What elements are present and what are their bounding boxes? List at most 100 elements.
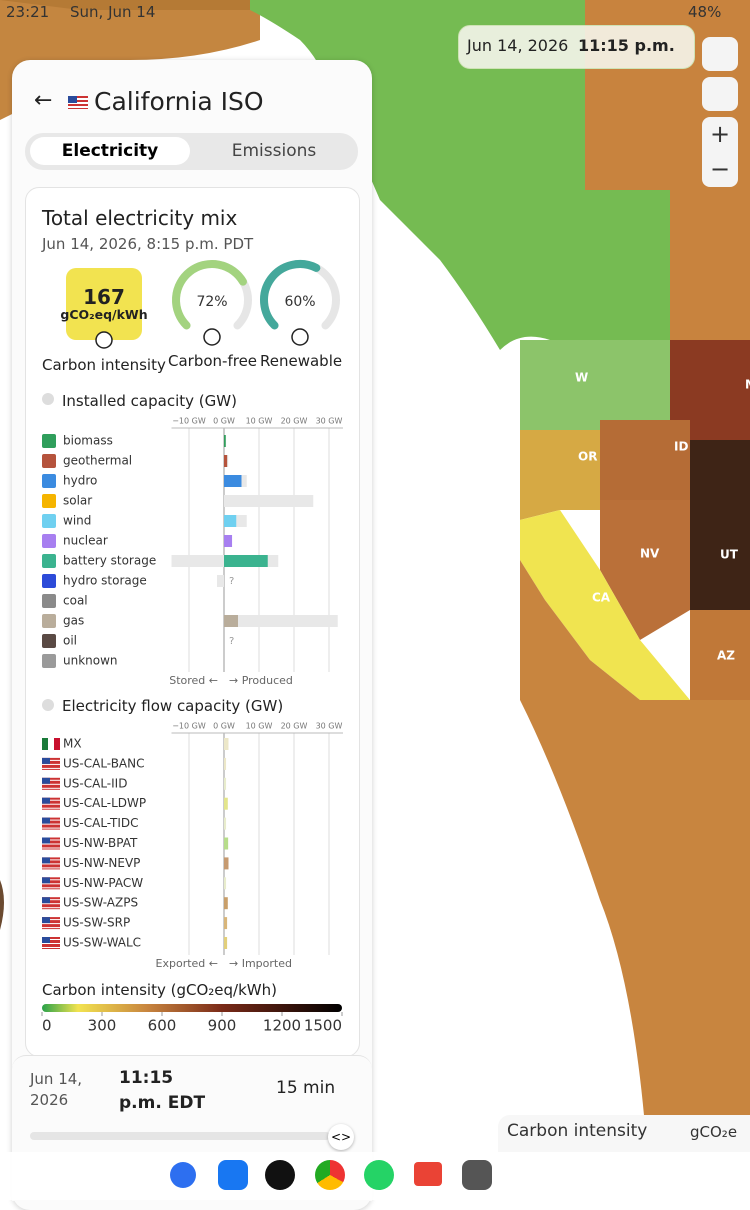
app-icon[interactable] (265, 1160, 295, 1190)
zone-name: US-CAL-LDWP (63, 796, 146, 810)
flag-stripe (42, 863, 60, 865)
source-icon (42, 614, 56, 628)
map-region-label: ID (674, 440, 688, 454)
flag-canton (42, 917, 50, 924)
gauge-fill (172, 260, 247, 330)
flow-bar (224, 837, 229, 850)
zone-name: US-SW-AZPS (63, 896, 138, 910)
timeline-date: Jun 14, 2026 (30, 1070, 83, 1109)
gauge-value: 60% (284, 294, 315, 310)
source-name: geothermal (63, 454, 132, 468)
flow-bar (224, 917, 228, 930)
flag-canton (42, 877, 50, 884)
legend-tick-label: 600 (148, 1017, 177, 1035)
flows-title: Electricity flow capacity (GW) (62, 697, 284, 715)
axis-left-label: Stored ← (169, 674, 218, 687)
source-icon (42, 554, 56, 568)
source-icon (42, 634, 56, 648)
panel-title: California ISO (94, 87, 264, 116)
flag-stripe (42, 803, 60, 805)
flag-canton (42, 837, 50, 844)
legend-title: Carbon intensity (gCO₂eq/kWh) (42, 981, 277, 999)
app-icon[interactable] (364, 1160, 394, 1190)
info-icon (203, 328, 221, 346)
timeline-slider[interactable] (30, 1132, 330, 1140)
production-bar (224, 515, 237, 527)
flag-stripe (42, 927, 60, 929)
flag-canton (42, 857, 50, 864)
capacity-bar (224, 495, 314, 507)
app-icon[interactable] (462, 1160, 492, 1190)
interval-select[interactable]: 15 min (276, 1078, 336, 1098)
status-time: 23:21 (6, 3, 50, 21)
flag (48, 738, 54, 750)
map-region-label: M (745, 378, 750, 392)
x-tick-label: 30 GW (316, 417, 343, 426)
app-icon[interactable] (414, 1162, 442, 1186)
card-subtitle: Jun 14, 2026, 8:15 p.m. PDT (42, 235, 254, 253)
flag-stripe (42, 919, 60, 921)
status-date: Sun, Jun 14 (70, 3, 156, 21)
production-bar (224, 555, 268, 567)
layers-button[interactable] (702, 77, 738, 111)
tab[interactable]: Electricity (61, 141, 159, 161)
capacity-bar (217, 575, 224, 587)
flag-stripe (42, 903, 60, 905)
tab[interactable]: Emissions (231, 141, 317, 161)
x-tick-label: 20 GW (281, 722, 308, 731)
flag-canton (42, 937, 50, 943)
flag-stripe (42, 783, 60, 785)
zone-name: US-SW-SRP (63, 916, 130, 930)
carbon-free-label: Carbon-free (168, 352, 258, 370)
flow-bar (224, 757, 227, 770)
axis-right-label: → Imported (229, 957, 292, 970)
installed-title: Installed capacity (GW) (62, 392, 237, 410)
app-icon[interactable] (315, 1160, 345, 1190)
flag-stripe (42, 799, 60, 801)
flag-canton (42, 817, 50, 824)
x-tick-label: 0 GW (213, 722, 235, 731)
source-icon (42, 434, 56, 448)
slider-thumb[interactable]: <> (328, 1124, 354, 1150)
app-icon[interactable] (218, 1160, 248, 1190)
back-button[interactable]: ← (34, 88, 53, 113)
flag-stripe (42, 947, 60, 948)
map-datetime-pill[interactable] (458, 25, 695, 69)
source-name: wind (63, 514, 91, 528)
flag-stripe (42, 899, 60, 901)
toggle-dot (42, 699, 54, 711)
map-legend-title: Carbon intensity (507, 1121, 648, 1141)
flag-stripe (42, 943, 60, 944)
production-bar (224, 535, 233, 547)
map-region-label: UT (720, 548, 739, 562)
source-name: hydro storage (63, 574, 147, 588)
flow-bar (224, 738, 229, 750)
app-icon[interactable] (170, 1162, 196, 1188)
zone-name: US-CAL-TIDC (63, 816, 139, 830)
card-title: Total electricity mix (42, 206, 238, 230)
flag-stripe (42, 847, 60, 849)
source-name: nuclear (63, 534, 108, 548)
source-icon (42, 534, 56, 548)
map-region-label: NV (640, 547, 660, 561)
flag-stripe (42, 939, 60, 940)
legend-tick-label: 900 (208, 1017, 237, 1035)
color-scale (42, 1004, 342, 1012)
source-icon (42, 514, 56, 528)
settings-button[interactable] (702, 37, 738, 71)
unknown-marker: ? (229, 636, 234, 647)
flag-stripe (42, 787, 60, 789)
axis-right-label: → Produced (229, 674, 293, 687)
map-region-label: AZ (717, 649, 735, 663)
source-icon (42, 494, 56, 508)
zoom-buttons[interactable]: + − (702, 117, 738, 187)
x-tick-label: 10 GW (246, 722, 273, 731)
legend-tick-label: 1200 (263, 1017, 301, 1035)
intensity-label: Carbon intensity (42, 356, 166, 374)
legend-tick-label: 300 (88, 1017, 117, 1035)
source-icon (42, 654, 56, 668)
x-tick-label: 10 GW (246, 417, 273, 426)
flag-stripe (42, 887, 60, 889)
flag-stripe (42, 819, 60, 821)
